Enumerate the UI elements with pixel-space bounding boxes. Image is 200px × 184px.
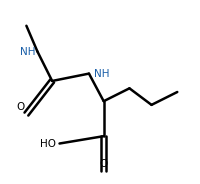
Text: NH: NH bbox=[20, 47, 36, 56]
Text: O: O bbox=[100, 159, 108, 169]
Text: O: O bbox=[16, 102, 25, 112]
Text: HO: HO bbox=[40, 139, 56, 148]
Text: NH: NH bbox=[94, 69, 110, 79]
